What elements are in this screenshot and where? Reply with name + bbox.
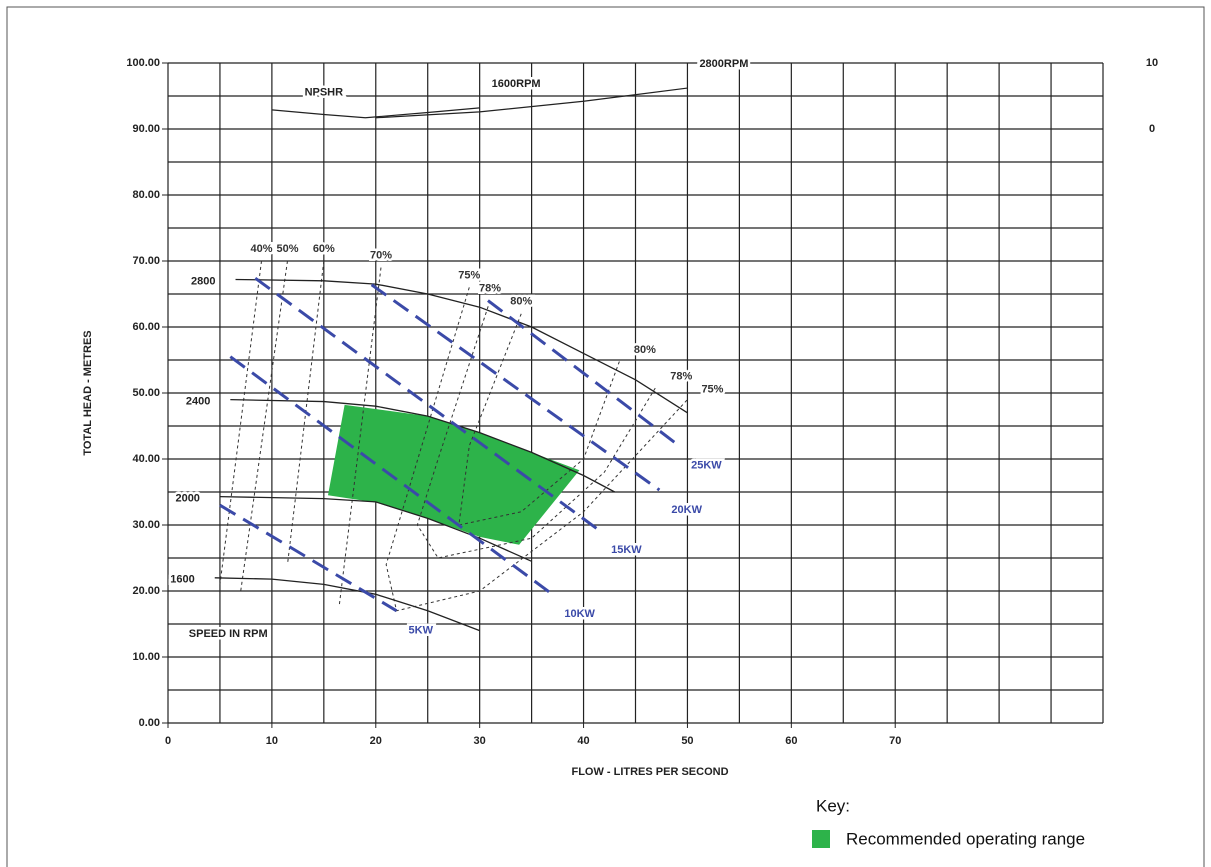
npshr-rpm-label: 1600RPM bbox=[492, 78, 541, 90]
power-label: 25KW bbox=[691, 460, 722, 472]
y-tick-label: 40.00 bbox=[132, 453, 160, 465]
power-line bbox=[229, 355, 554, 596]
x-tick-label: 50 bbox=[681, 735, 693, 747]
y-tick-label: 100.00 bbox=[126, 57, 160, 69]
power-label: 15KW bbox=[611, 544, 642, 556]
efficiency-curve bbox=[219, 260, 262, 585]
operating-range bbox=[327, 404, 580, 545]
efficiency-curve bbox=[240, 260, 288, 592]
efficiency-label: 70% bbox=[370, 250, 392, 262]
x-tick-label: 20 bbox=[370, 735, 382, 747]
npshr-curve bbox=[271, 107, 480, 119]
speed-note: SPEED IN RPM bbox=[189, 628, 268, 640]
x-tick-label: 60 bbox=[785, 735, 797, 747]
y-axis-title: TOTAL HEAD - METRES bbox=[82, 330, 94, 455]
y-tick-label: 90.00 bbox=[132, 123, 160, 135]
efficiency-label: 75% bbox=[701, 384, 723, 396]
y-tick-label: 60.00 bbox=[132, 321, 160, 333]
power-line bbox=[487, 299, 681, 447]
efficiency-label: 50% bbox=[276, 243, 298, 255]
power-line bbox=[370, 283, 661, 492]
head-curve bbox=[235, 278, 688, 414]
efficiency-curve bbox=[458, 313, 621, 526]
legend-swatch bbox=[812, 830, 830, 848]
legend-label: Recommended operating range bbox=[846, 829, 1085, 848]
y-tick-label: 50.00 bbox=[132, 387, 160, 399]
x-tick-label: 70 bbox=[889, 735, 901, 747]
efficiency-curve bbox=[338, 267, 382, 605]
power-label: 5KW bbox=[409, 625, 434, 637]
npshr-curve bbox=[375, 87, 688, 119]
frame bbox=[6, 6, 1205, 867]
efficiency-curve bbox=[416, 300, 657, 559]
efficiency-curve bbox=[385, 287, 688, 612]
npshr-rpm-label: 2800RPM bbox=[699, 58, 748, 70]
y-tick-label: 20.00 bbox=[132, 585, 160, 597]
efficiency-label: 75% bbox=[458, 269, 480, 281]
x-tick-label: 40 bbox=[577, 735, 589, 747]
x-axis-title: FLOW - LITRES PER SECOND bbox=[571, 766, 728, 778]
y2-tick-label: 0 bbox=[1149, 123, 1155, 135]
y-tick-label: 30.00 bbox=[132, 519, 160, 531]
power-line bbox=[219, 503, 398, 613]
efficiency-label: 80% bbox=[510, 296, 532, 308]
power-label: 20KW bbox=[671, 504, 702, 516]
efficiency-label: 78% bbox=[479, 283, 501, 295]
x-tick-label: 10 bbox=[266, 735, 278, 747]
head-curve bbox=[219, 495, 532, 562]
efficiency-label: 78% bbox=[670, 370, 692, 382]
efficiency-label: 80% bbox=[634, 344, 656, 356]
npshr-label: NPSHR bbox=[305, 87, 344, 99]
speed-label: 2400 bbox=[186, 396, 210, 408]
key-title: Key: bbox=[816, 796, 850, 815]
speed-label: 1600 bbox=[170, 574, 194, 586]
x-tick-label: 30 bbox=[474, 735, 486, 747]
head-curve bbox=[214, 577, 480, 632]
efficiency-label: 40% bbox=[250, 243, 272, 255]
power-line bbox=[254, 276, 601, 532]
speed-label: 2800 bbox=[191, 275, 215, 287]
y2-tick-label: 10 bbox=[1146, 57, 1158, 69]
speed-label: 2000 bbox=[175, 493, 199, 505]
power-label: 10KW bbox=[564, 608, 595, 620]
y-tick-label: 10.00 bbox=[132, 651, 160, 663]
efficiency-label: 60% bbox=[313, 243, 335, 255]
y-tick-label: 70.00 bbox=[132, 255, 160, 267]
y-tick-label: 0.00 bbox=[139, 717, 160, 729]
y-tick-label: 80.00 bbox=[132, 189, 160, 201]
x-tick-label: 0 bbox=[165, 735, 171, 747]
